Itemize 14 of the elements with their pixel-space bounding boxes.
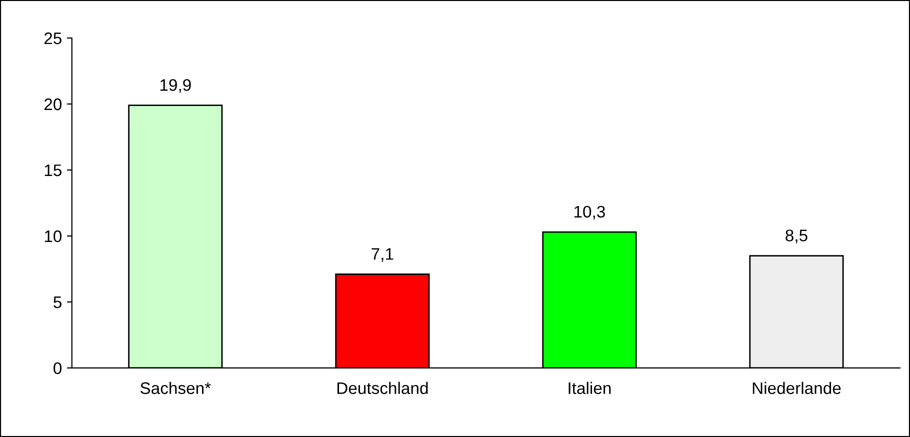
data-label: 8,5 <box>786 230 808 244</box>
data-label: 10,3 <box>574 206 605 220</box>
data-label: 19,9 <box>160 79 191 93</box>
x-tick-label: Niederlande <box>752 382 841 394</box>
x-tick-label: Deutschland <box>337 382 428 394</box>
y-tick-label: 5 <box>54 296 62 308</box>
x-tick-label: Italien <box>568 382 611 394</box>
y-tick-label: 25 <box>44 32 62 44</box>
data-label: 7,1 <box>372 248 394 262</box>
x-tick-label: Sachsen* <box>140 382 211 394</box>
y-tick-label: 20 <box>44 98 62 110</box>
y-tick-label: 10 <box>44 230 62 242</box>
y-tick-label: 15 <box>44 164 62 176</box>
y-tick-label: 0 <box>54 362 62 374</box>
